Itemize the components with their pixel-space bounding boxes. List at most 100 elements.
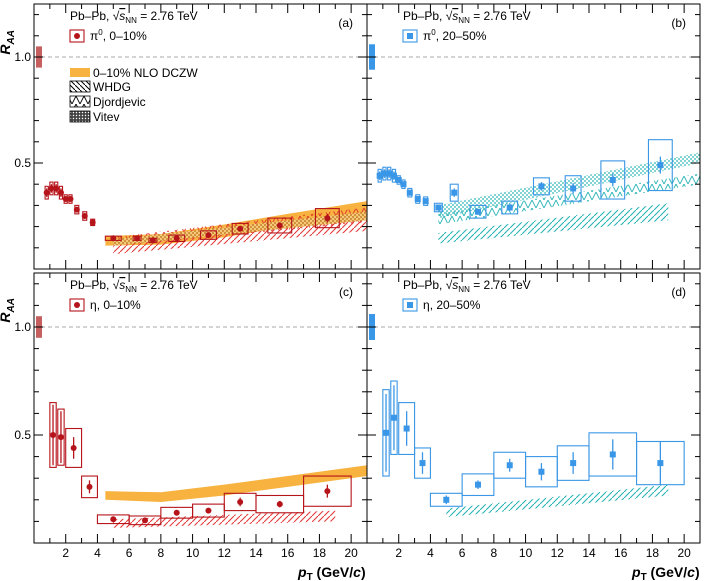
series-name: η <box>90 298 97 312</box>
marker-circle <box>57 189 64 196</box>
data-point <box>532 177 550 196</box>
panel-letter: (d) <box>671 285 686 299</box>
x-tick-label: 2 <box>395 546 402 560</box>
series-sup: 0 <box>431 28 436 37</box>
sqrt-s: √ <box>446 278 453 292</box>
legend-label-whdg: WHDG <box>93 80 131 94</box>
series-centrality: , 20–50% <box>430 298 481 312</box>
panel-d: 2 4 6 8 10 12 14 16 18 20 Pb–Pb, √sNN = 2.76 TeV η,… <box>366 272 701 560</box>
marker-square <box>381 170 388 177</box>
panel-b: Pb–Pb, √sNN = 2.76 TeV π0, 20–50% (b) <box>366 3 701 270</box>
x-tick-label: 20 <box>344 546 358 560</box>
theory-legend: 0–10% NLO DCZW WHDG Djordjevic Vitev <box>69 66 198 124</box>
data-point <box>398 402 416 455</box>
plot-area <box>367 314 700 518</box>
data-point <box>65 427 83 468</box>
systematic-box <box>267 217 293 234</box>
marker-circle <box>43 189 50 196</box>
data-point <box>395 175 402 185</box>
sqrt-s-sub: NN <box>458 16 470 25</box>
marker-circle <box>142 517 148 524</box>
system-label: Pb–Pb, √sNN = 2.76 TeV <box>403 278 531 294</box>
panel-letter: (b) <box>671 16 686 30</box>
data-point <box>168 234 186 242</box>
marker-square <box>403 425 410 432</box>
marker-circle <box>48 185 55 192</box>
marker-circle <box>173 235 180 242</box>
marker-square <box>435 204 442 211</box>
series-centrality: , 0–10% <box>97 298 141 312</box>
systematic-box <box>382 389 390 477</box>
data-point <box>386 166 393 181</box>
sqrt-s: √ <box>446 9 453 23</box>
panel-frame <box>33 272 368 544</box>
y-tick-label: 0.5 <box>14 156 31 170</box>
marker-circle <box>57 434 64 441</box>
x-axis-title-left: pT (GeV/c) <box>297 564 366 581</box>
sqrt-s-sub: NN <box>125 285 137 294</box>
marker-circle <box>86 483 93 490</box>
sqrt-s: √ <box>113 9 120 23</box>
x-tick-label: 10 <box>186 546 200 560</box>
systematic-box <box>647 139 673 192</box>
system-text: Pb–Pb, <box>403 278 446 292</box>
data-point <box>525 456 558 488</box>
marker-circle <box>110 235 117 242</box>
legend-box <box>402 29 418 43</box>
legend-marker <box>74 302 80 308</box>
marker-square <box>657 460 664 467</box>
data-point <box>223 492 257 512</box>
energy-text: = 2.76 TeV <box>137 278 198 292</box>
systematic-box <box>81 475 98 499</box>
marker-circle <box>70 444 77 451</box>
data-point <box>422 196 429 206</box>
marker-square <box>419 460 426 467</box>
data-point <box>390 380 398 455</box>
marker-square <box>570 460 577 467</box>
legend-box <box>69 298 85 312</box>
panel-c: 0.5 1.0 2 4 6 8 10 12 14 16 18 20 Pb–Pb, √sNN = 2.76… <box>14 272 368 560</box>
plot-area <box>34 46 367 255</box>
systematic-box <box>49 402 57 468</box>
band-whdg <box>438 203 669 244</box>
data-point <box>636 440 685 486</box>
data-point <box>647 139 673 192</box>
marker-square <box>395 176 402 183</box>
data-point <box>73 204 80 215</box>
energy-text: = 2.76 TeV <box>470 9 531 23</box>
band-whdg <box>446 484 669 518</box>
marker-circle <box>276 501 283 508</box>
data-point <box>588 432 638 477</box>
y-tick-label: 0.5 <box>14 428 31 442</box>
data-point <box>449 183 459 202</box>
legend-swatch-djordjevic <box>69 95 91 108</box>
data-point <box>314 208 340 229</box>
data-point <box>600 160 626 200</box>
panel-letter: (c) <box>339 285 353 299</box>
marker-circle <box>53 185 60 192</box>
marker-square <box>506 462 513 469</box>
marker-circle <box>237 225 244 232</box>
y-axis-title: RAA <box>0 30 17 55</box>
sqrt-s-label: s <box>452 9 458 23</box>
data-point <box>469 204 487 219</box>
y-tick-label: 1.0 <box>14 320 31 334</box>
data-point <box>461 473 495 497</box>
systematic-box <box>231 222 249 235</box>
marker-square <box>538 468 545 475</box>
systematic-box <box>461 473 495 497</box>
systematic-box <box>303 475 352 507</box>
data-point <box>390 168 397 183</box>
marker-circle <box>324 488 331 495</box>
data-point <box>81 475 98 499</box>
panel-letter: (a) <box>338 16 353 30</box>
marker-circle <box>149 237 156 244</box>
data-point <box>48 181 55 196</box>
data-point <box>81 211 88 221</box>
legend-marker <box>74 33 80 39</box>
marker-square <box>451 189 458 196</box>
systematic-box <box>532 177 550 196</box>
marker-square <box>609 176 616 183</box>
series-name: π <box>423 29 431 43</box>
data-point <box>132 235 142 242</box>
